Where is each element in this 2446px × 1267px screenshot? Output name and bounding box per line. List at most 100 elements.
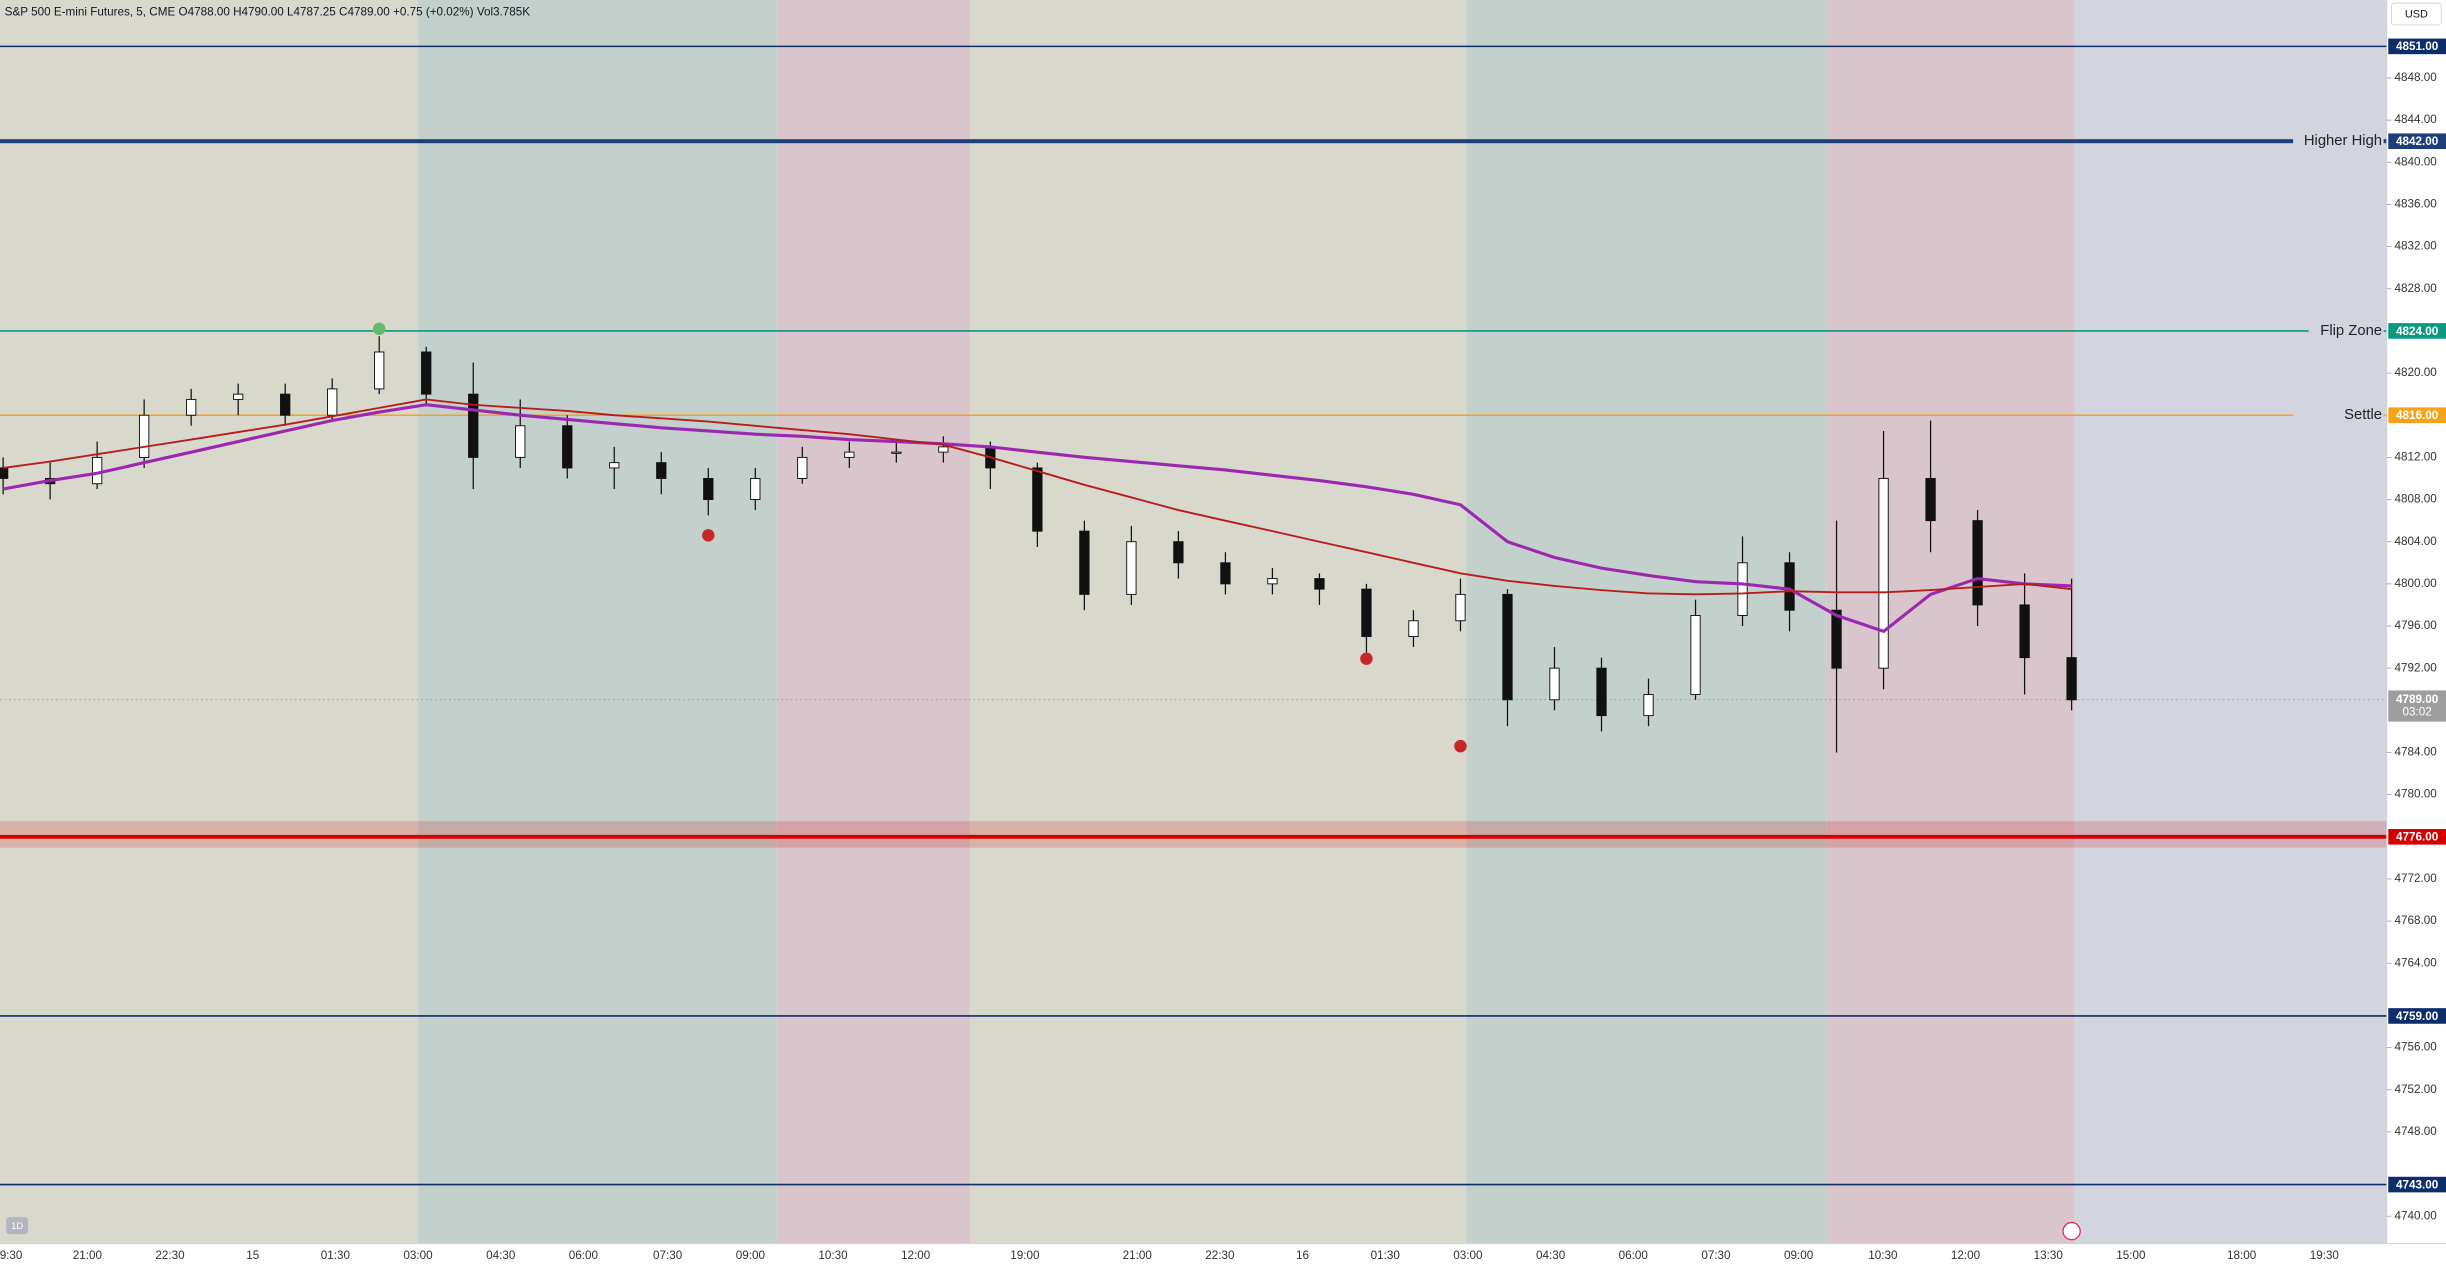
candle-body xyxy=(515,425,526,458)
candle-body xyxy=(1737,562,1748,616)
low: L4787.25 xyxy=(287,6,336,19)
candle-body xyxy=(0,467,9,479)
signal-marker xyxy=(1454,739,1467,753)
price-tag xyxy=(2388,1176,2446,1193)
candle-body xyxy=(844,451,855,458)
level-name-bg xyxy=(2293,405,2384,425)
y-tick-label: 4772.00 xyxy=(2395,872,2438,885)
price-tag-label: 4776.00 xyxy=(2396,831,2439,844)
candle-body xyxy=(374,351,385,390)
x-tick-label: 07:30 xyxy=(1701,1249,1731,1262)
price-tag xyxy=(2388,1008,2446,1024)
last-price-tag xyxy=(2388,690,2446,722)
x-tick-label: 21:00 xyxy=(73,1249,103,1262)
session-band xyxy=(1826,0,2075,1244)
price-tag-label: 4851.00 xyxy=(2396,40,2439,53)
candle-body xyxy=(1361,588,1372,638)
candle-body xyxy=(609,462,620,469)
interval[interactable]: 1D xyxy=(11,1221,23,1231)
countdown: 03:02 xyxy=(2403,705,2432,718)
candle-body xyxy=(1831,609,1842,669)
candle-body xyxy=(280,393,291,416)
level-name-bg xyxy=(2293,131,2384,151)
x-tick-label: 18:00 xyxy=(2227,1249,2257,1262)
candle-body xyxy=(703,477,714,501)
x-tick-label: 01:30 xyxy=(321,1249,351,1262)
price-tag-label: 4816.00 xyxy=(2396,409,2439,422)
candle-body xyxy=(1502,593,1513,701)
candle-body xyxy=(139,414,150,458)
x-tick-label: 07:30 xyxy=(653,1249,683,1262)
y-tick-label: 4844.00 xyxy=(2395,113,2438,126)
x-tick-label: 22:30 xyxy=(1205,1249,1235,1262)
y-tick-label: 4808.00 xyxy=(2395,493,2438,506)
y-tick-label: 4756.00 xyxy=(2395,1041,2438,1054)
price-tag-label: 4743.00 xyxy=(2396,1178,2439,1191)
level-name: Higher High xyxy=(2304,133,2382,149)
x-tick-label: 13:30 xyxy=(2034,1249,2064,1262)
x-tick-label: 19:30 xyxy=(2310,1249,2340,1262)
y-tick-label: 4828.00 xyxy=(2395,282,2438,295)
candle-body xyxy=(1126,541,1137,595)
candle-body xyxy=(1925,477,1936,522)
x-tick-label: 19:00 xyxy=(1010,1249,1040,1262)
candle-body xyxy=(1173,541,1184,564)
candle-body xyxy=(91,456,103,485)
x-tick-label: 09:00 xyxy=(1784,1249,1814,1262)
symbol: S&P 500 E-mini Futures, 5, CME xyxy=(5,6,176,19)
x-tick-label: 06:00 xyxy=(1619,1249,1649,1262)
x-tick-label: 01:30 xyxy=(1371,1249,1401,1262)
indicator-line xyxy=(2,403,2072,634)
candle-body xyxy=(750,477,761,501)
x-tick-label: 04:30 xyxy=(486,1249,516,1262)
session-band xyxy=(1466,0,1827,1244)
candle-body xyxy=(1643,694,1654,717)
y-tick-label: 4836.00 xyxy=(2395,198,2438,211)
change: +0.75 (+0.02%) xyxy=(393,6,474,19)
y-tick-label: 4796.00 xyxy=(2395,619,2438,632)
y-tick-label: 4752.00 xyxy=(2395,1083,2438,1096)
legend-header: S&P 500 E-mini Futures, 5, CME O4788.00 … xyxy=(5,6,531,19)
x-tick-label: 10:30 xyxy=(818,1249,848,1262)
x-tick-label: 09:00 xyxy=(736,1249,766,1262)
x-tick-label: 21:00 xyxy=(1123,1249,1153,1262)
price-tag xyxy=(2388,38,2446,55)
signal-marker xyxy=(372,322,386,336)
level-name-bg xyxy=(2308,321,2384,341)
x-tick-label: 06:00 xyxy=(569,1249,599,1262)
x-tick-label: 12:00 xyxy=(901,1249,931,1262)
interval-button[interactable] xyxy=(6,1217,29,1235)
price-tag-label: 4842.00 xyxy=(2396,135,2439,148)
candle-body xyxy=(1596,667,1607,717)
candle-body xyxy=(468,393,479,458)
y-tick-label: 4792.00 xyxy=(2395,661,2438,674)
price-tag xyxy=(2388,407,2446,424)
currency-button[interactable] xyxy=(2390,2,2442,26)
session-band xyxy=(418,0,777,1244)
price-tag-label: 4824.00 xyxy=(2396,325,2439,338)
y-tick-label: 4800.00 xyxy=(2395,577,2438,590)
x-tick-label: 15:00 xyxy=(2116,1249,2146,1262)
price-tag-label: 4759.00 xyxy=(2396,1010,2439,1023)
currency[interactable]: USD xyxy=(2405,9,2428,21)
signal-marker xyxy=(1360,652,1373,665)
alert-icon[interactable] xyxy=(2062,1221,2081,1241)
candle-body xyxy=(656,462,667,479)
y-tick-label: 4812.00 xyxy=(2395,450,2438,463)
candle-body xyxy=(421,351,432,395)
last-price-label: 4789.00 xyxy=(2396,693,2439,706)
candle-body xyxy=(1267,578,1278,585)
level-name: Flip Zone xyxy=(2320,323,2382,339)
session-band xyxy=(970,0,1467,1244)
y-tick-label: 4780.00 xyxy=(2395,788,2438,801)
candle-body xyxy=(1079,530,1090,595)
level-name: Settle xyxy=(2344,407,2382,423)
volume: Vol3.785K xyxy=(477,6,530,19)
candle-body xyxy=(1784,562,1795,611)
y-tick-label: 4832.00 xyxy=(2395,240,2438,253)
price-tag xyxy=(2388,133,2446,150)
y-tick-label: 4820.00 xyxy=(2395,366,2438,379)
candle-body xyxy=(1220,562,1231,585)
